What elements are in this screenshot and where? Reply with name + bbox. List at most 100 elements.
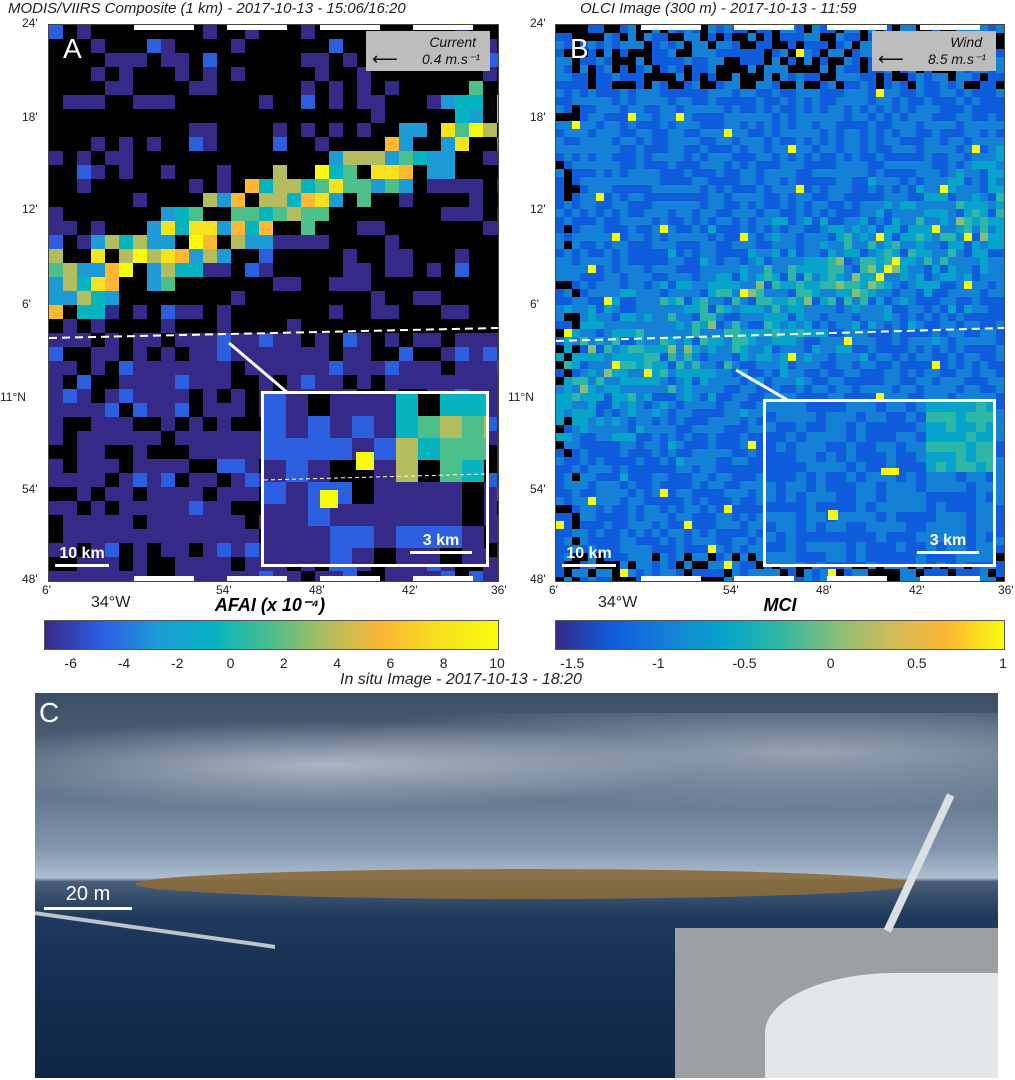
x-tick-label: 48'	[309, 583, 325, 597]
pixel	[756, 97, 764, 105]
pixel	[884, 129, 892, 137]
pixel	[700, 289, 708, 297]
pixel	[812, 361, 820, 369]
pixel	[63, 291, 77, 305]
pixel	[245, 487, 259, 501]
pixel	[564, 529, 572, 537]
pixel	[828, 145, 836, 153]
pixel	[764, 137, 772, 145]
pixel	[852, 137, 860, 145]
pixel	[644, 177, 652, 185]
pixel	[245, 473, 259, 487]
pixel	[352, 526, 374, 548]
pixel	[264, 438, 286, 460]
pixel	[684, 217, 692, 225]
pixel	[876, 185, 884, 193]
pixel	[972, 369, 980, 377]
pixel	[660, 265, 668, 273]
pixel	[700, 337, 708, 345]
pixel	[826, 552, 836, 562]
pixel	[396, 416, 418, 438]
pixel	[828, 313, 836, 321]
pixel	[440, 438, 462, 460]
pixel	[772, 297, 780, 305]
pixel	[756, 361, 764, 369]
y-tick-label: 18'	[530, 110, 546, 124]
pixel	[588, 337, 596, 345]
pixel	[986, 402, 993, 412]
pixel	[660, 289, 668, 297]
pixel	[588, 321, 596, 329]
pixel	[724, 249, 732, 257]
pixel	[708, 73, 716, 81]
pixel	[684, 177, 692, 185]
pixel	[836, 353, 844, 361]
ship-track	[49, 327, 498, 339]
pixel	[756, 433, 764, 441]
pixel	[844, 337, 852, 345]
pixel	[788, 313, 796, 321]
pixel	[884, 153, 892, 161]
pixel	[820, 57, 828, 65]
pixel	[700, 297, 708, 305]
pixel	[996, 241, 1004, 249]
pixel	[948, 153, 956, 161]
pixel	[996, 329, 1004, 337]
pixel	[908, 169, 916, 177]
pixel	[846, 402, 856, 412]
pixel	[980, 201, 988, 209]
pixel	[896, 472, 906, 482]
pixel	[301, 193, 315, 207]
pixel	[976, 542, 986, 552]
pixel	[119, 263, 133, 277]
pixel	[764, 265, 772, 273]
pixel	[315, 165, 329, 179]
pixel	[203, 249, 217, 263]
pixel	[133, 543, 147, 557]
pixel	[49, 263, 63, 277]
pixel	[908, 569, 916, 577]
pixel	[812, 577, 820, 581]
pixel	[924, 177, 932, 185]
pixel	[780, 241, 788, 249]
pixel	[908, 369, 916, 377]
pixel	[580, 241, 588, 249]
pixel	[385, 375, 399, 389]
pixel	[876, 422, 886, 432]
pixel	[628, 281, 636, 289]
pixel	[988, 377, 996, 385]
pixel	[660, 497, 668, 505]
pixel	[860, 153, 868, 161]
pixel	[876, 353, 884, 361]
y-tick-label: 18'	[22, 110, 38, 124]
pixel	[886, 432, 896, 442]
pixel	[286, 548, 308, 564]
pixel	[748, 33, 756, 41]
pixel	[700, 281, 708, 289]
pixel	[652, 529, 660, 537]
pixel	[820, 121, 828, 129]
pixel	[884, 273, 892, 281]
pixel	[766, 452, 776, 462]
pixel	[588, 473, 596, 481]
pixel	[796, 193, 804, 201]
pixel	[826, 452, 836, 462]
pixel	[217, 305, 231, 319]
pixel	[876, 129, 884, 137]
pixel	[628, 97, 636, 105]
pixel	[812, 121, 820, 129]
pixel	[748, 137, 756, 145]
pixel	[780, 329, 788, 337]
pixel	[860, 41, 868, 49]
pixel	[820, 81, 828, 89]
pixel	[796, 393, 804, 401]
pixel	[660, 169, 668, 177]
pixel	[620, 465, 628, 473]
pixel	[628, 393, 636, 401]
pixel	[700, 417, 708, 425]
pixel	[996, 425, 1004, 433]
pixel	[796, 153, 804, 161]
pixel	[844, 89, 852, 97]
pixel	[652, 49, 660, 57]
pixel	[660, 153, 668, 161]
